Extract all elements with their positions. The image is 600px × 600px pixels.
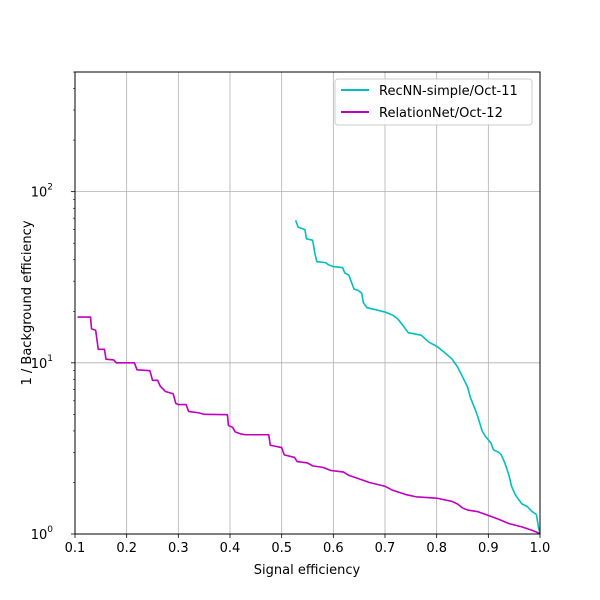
- y-tick-exponent: 2: [47, 183, 53, 193]
- series-line-1: [77, 316, 541, 535]
- legend: RecNN-simple/Oct-11 RelationNet/Oct-12: [334, 78, 533, 126]
- series-layer: [77, 220, 541, 535]
- x-axis-label: Signal efficiency: [254, 563, 361, 578]
- legend-box: [334, 78, 533, 126]
- x-tick-label: 0.8: [426, 541, 447, 556]
- x-tick-label: 0.9: [478, 541, 499, 556]
- y-tick-label: 100: [31, 525, 54, 543]
- x-tick-label: 0.7: [375, 541, 396, 556]
- y-tick-exponent: 0: [47, 525, 53, 535]
- x-tick-label: 0.5: [271, 541, 292, 556]
- y-tick-base: 10: [31, 528, 48, 543]
- x-tick-label: 0.6: [323, 541, 344, 556]
- x-tick-label: 0.2: [116, 541, 137, 556]
- y-tick-base: 10: [31, 186, 48, 201]
- plot-frame: [74, 71, 541, 535]
- series-line-0: [294, 220, 541, 535]
- x-tick-label: 0.1: [65, 541, 86, 556]
- legend-label-relationnet: RelationNet/Oct-12: [379, 106, 503, 121]
- y-tick-label: 102: [31, 183, 53, 201]
- y-axis-label: 1 / Background efficiency: [20, 220, 35, 385]
- x-tick-label: 0.3: [168, 541, 189, 556]
- x-tick-label: 1.0: [530, 541, 551, 556]
- y-tick-base: 10: [31, 357, 48, 372]
- y-tick-exponent: 1: [47, 354, 53, 364]
- x-tick-label: 0.4: [220, 541, 241, 556]
- y-tick-label: 101: [31, 354, 53, 372]
- legend-label-recnn: RecNN-simple/Oct-11: [379, 84, 518, 99]
